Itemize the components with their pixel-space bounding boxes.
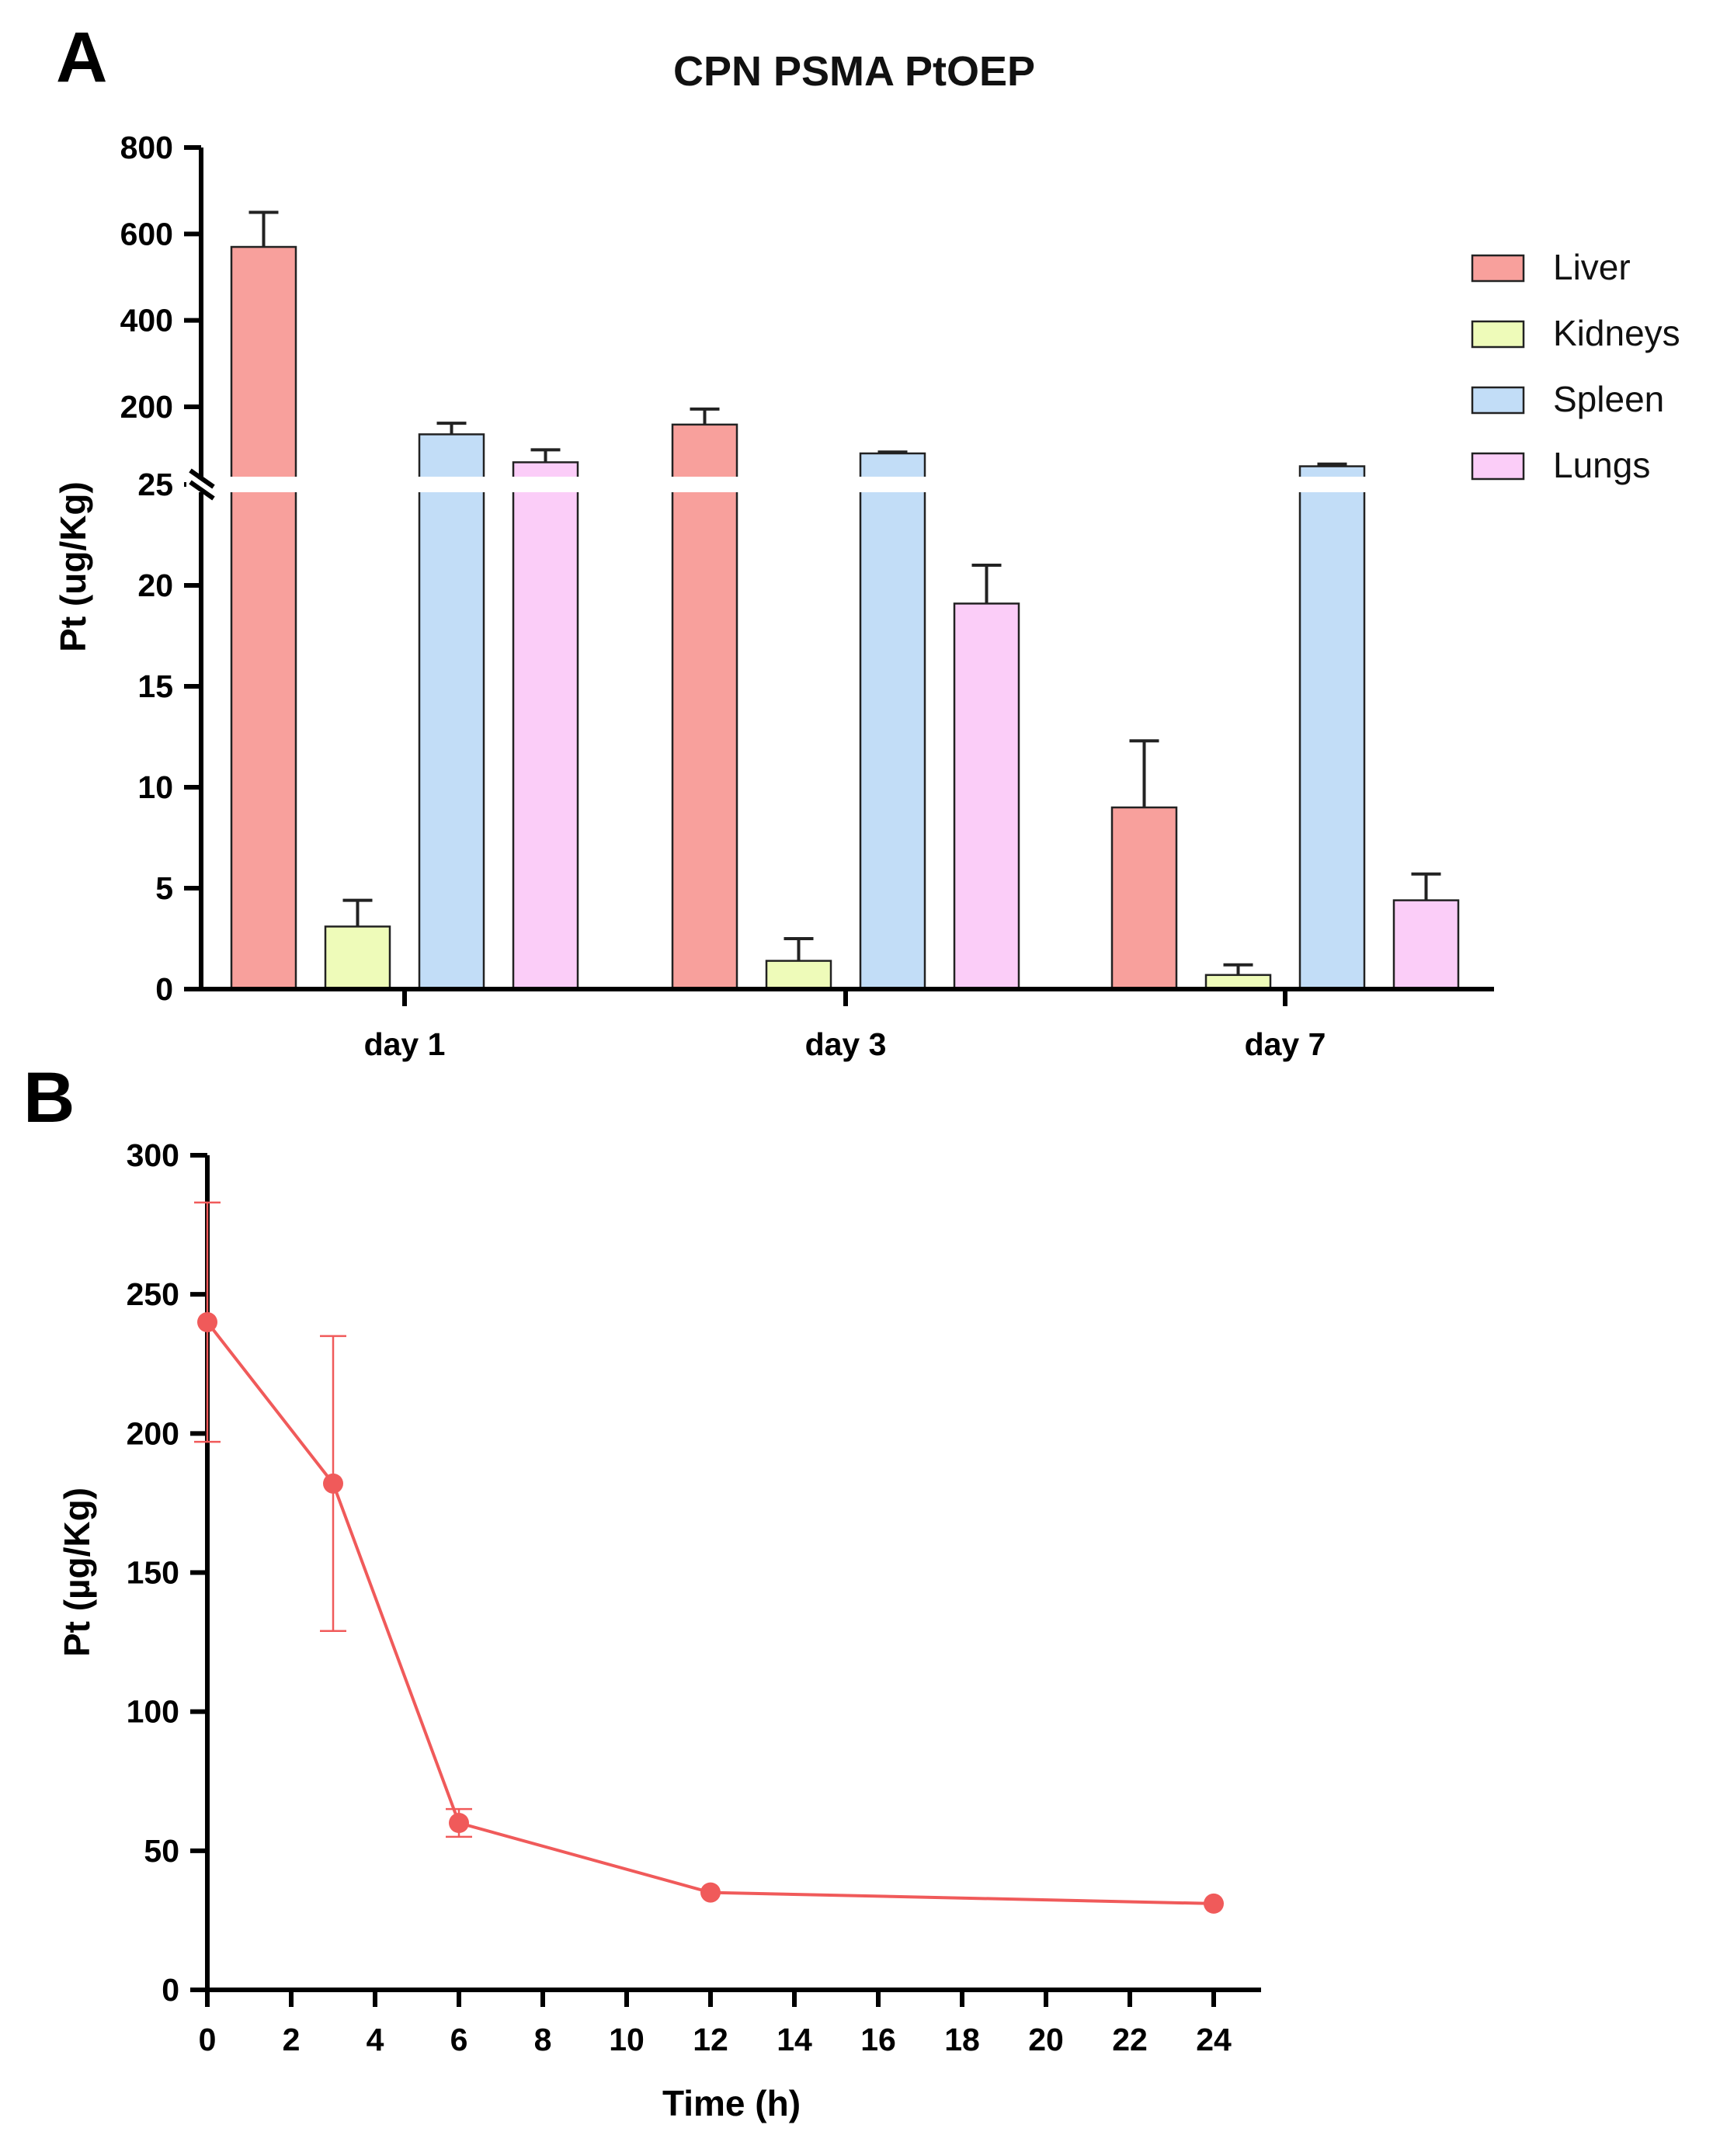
bar-spleen-day-7	[1298, 465, 1366, 991]
chart-a-y-tick-label: 600	[120, 216, 173, 252]
chart-b-x-tick-label: 10	[609, 2022, 645, 2057]
axis-break-mark-upper	[189, 468, 215, 489]
chart-b-y-tick-label: 100	[127, 1694, 179, 1730]
chart-b-x-tick-label: 16	[860, 2022, 896, 2057]
chart-a-y-tick-label: 5	[155, 870, 173, 906]
bar-liver-day-1	[230, 245, 297, 991]
legend-label-lungs: Lungs	[1553, 445, 1650, 485]
chart-a-legend: Liver Kidneys Spleen Lungs	[1471, 247, 1680, 485]
chart-b-y-label: Pt (µg/Kg)	[57, 1488, 97, 1657]
legend-label-spleen: Spleen	[1553, 379, 1664, 419]
chart-b-series	[194, 1201, 1224, 1914]
chart-a-y-label: Pt (ug/Kg)	[53, 481, 93, 652]
chart-a-y-tick-label: 800	[120, 130, 173, 165]
chart-b-x-tick-label: 8	[534, 2022, 552, 2057]
chart-b-x-label: Time (h)	[662, 2083, 801, 2123]
chart-b-x-tick-label: 4	[367, 2022, 384, 2057]
bar-liver-day-3	[671, 423, 738, 991]
chart-b-x-tick-label: 20	[1028, 2022, 1064, 2057]
chart-b-x-tick-label: 0	[199, 2022, 217, 2057]
bar-kidneys-day-3	[765, 960, 832, 991]
chart-a-y-tick-label: 15	[137, 668, 173, 704]
legend-swatch-liver	[1471, 254, 1525, 283]
chart-a-axis-break	[186, 468, 1506, 501]
data-point	[1204, 1893, 1224, 1914]
chart-a-y-tick-label: 200	[120, 389, 173, 425]
bar-kidneys-day-1	[324, 925, 391, 991]
legend-swatch-kidneys	[1471, 320, 1525, 349]
chart-b-x-tick-label: 14	[777, 2022, 812, 2057]
chart-a-ticks: 0 5 10 15 20 25 200 400 600 800 day 1 day 3 day 7	[120, 130, 1326, 1062]
chart-a-bars	[230, 210, 1460, 991]
bar-lungs-day-7	[1392, 899, 1460, 991]
chart-a-y-tick-label: 25	[137, 467, 173, 502]
axis-break-mark-lower	[189, 480, 215, 501]
chart-b-y-tick-label: 50	[144, 1833, 179, 1869]
data-point	[449, 1813, 469, 1833]
chart-b-y-tick-label: 0	[162, 1972, 179, 2008]
panel-a-label: A	[56, 18, 107, 97]
chart-b-x-tick-label: 6	[450, 2022, 468, 2057]
chart-a-x-tick-label: day 3	[805, 1026, 887, 1062]
legend-label-liver: Liver	[1553, 247, 1631, 287]
chart-a-y-tick-label: 0	[155, 971, 173, 1007]
bar-spleen-day-1	[418, 433, 485, 991]
chart-a-y-tick-label: 20	[137, 568, 173, 603]
chart-b-y-tick-label: 300	[127, 1137, 179, 1173]
chart-b-y-tick-label: 150	[127, 1555, 179, 1591]
chart-b-y-tick-label: 250	[127, 1276, 179, 1312]
series-line	[206, 1321, 1214, 1905]
chart-a-y-tick-label: 10	[137, 769, 173, 805]
chart-b-x-tick-label: 24	[1196, 2022, 1232, 2057]
data-point	[197, 1312, 217, 1332]
legend-swatch-lungs	[1471, 452, 1525, 481]
chart-a-x-tick-label: day 1	[364, 1026, 446, 1062]
data-point	[323, 1473, 343, 1494]
legend-swatch-spleen	[1471, 386, 1525, 415]
chart-b-x-tick-label: 18	[944, 2022, 980, 2057]
chart-b-x-tick-label: 22	[1112, 2022, 1148, 2057]
bar-lungs-day-1	[512, 461, 579, 991]
chart-b-x-tick-label: 12	[693, 2022, 728, 2057]
chart-a-y-tick-label: 400	[120, 303, 173, 339]
bar-lungs-day-3	[953, 602, 1020, 991]
chart-a-title: CPN PSMA PtOEP	[673, 48, 1035, 95]
chart-b-axes	[205, 1155, 1261, 1992]
panel-b-label: B	[23, 1058, 75, 1137]
bar-liver-day-7	[1110, 806, 1178, 991]
axis-break-band	[186, 477, 1506, 492]
chart-b-y-tick-label: 200	[127, 1415, 179, 1451]
legend-label-kidneys: Kidneys	[1553, 313, 1680, 353]
chart-b-x-tick-label: 2	[283, 2022, 301, 2057]
data-point	[700, 1882, 721, 1903]
chart-a-x-tick-label: day 7	[1245, 1026, 1326, 1062]
bar-spleen-day-3	[859, 452, 926, 991]
